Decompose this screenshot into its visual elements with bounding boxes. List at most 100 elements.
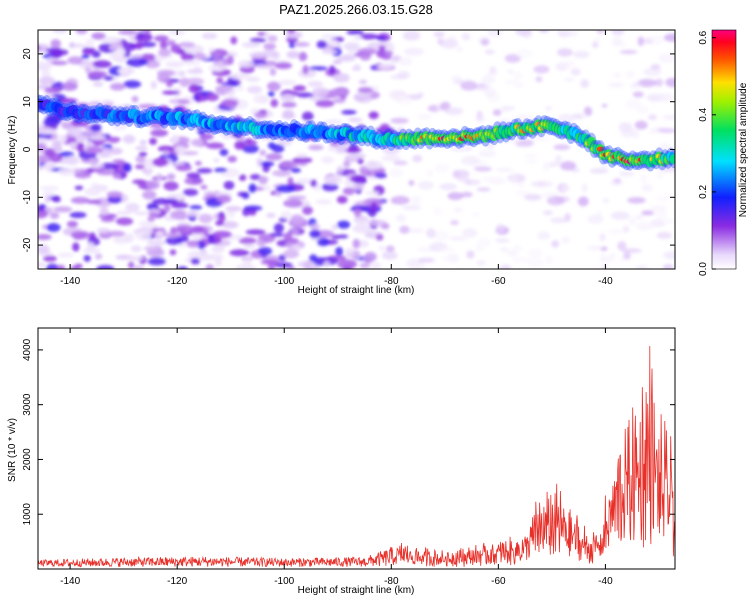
heatmap-cell [613, 72, 622, 78]
heatmap-cell [235, 263, 256, 269]
heatmap-cell [182, 188, 199, 196]
heatmap-cell [93, 60, 112, 68]
heatmap-cell [495, 223, 506, 233]
heatmap-cell [236, 74, 251, 80]
heatmap-cell [159, 40, 168, 50]
heatmap-cell [68, 142, 79, 148]
snr-y-ticks: 1000 2000 3000 4000 [22, 338, 675, 525]
heatmap-cell [275, 184, 296, 193]
heatmap-cell [321, 182, 339, 192]
heatmap-cell [262, 49, 277, 58]
colorbar-tick-label: 0.6 [698, 30, 709, 44]
heatmap-cell [69, 211, 87, 219]
heatmap-cell [621, 248, 642, 253]
heatmap-cell [58, 151, 75, 158]
heatmap-cell [142, 190, 157, 200]
heatmap-cell [481, 38, 489, 46]
heatmap-cell [254, 111, 268, 119]
heatmap-cell [474, 166, 492, 172]
heatmap-cell [524, 194, 542, 201]
heatmap-cell [267, 262, 276, 269]
heatmap-cell [247, 85, 263, 94]
heatmap-cell [122, 134, 136, 144]
heatmap-cell [535, 76, 543, 83]
heatmap-cell [262, 185, 271, 192]
heatmap-cell [447, 192, 464, 201]
heatmap-cell [163, 149, 170, 156]
heatmap-cell [90, 123, 102, 132]
heatmap-cell [267, 35, 278, 43]
heatmap-cell [368, 111, 379, 120]
heatmap-cell [56, 264, 66, 269]
heatmap-cell [190, 258, 201, 265]
heatmap-cell [655, 210, 668, 221]
heatmap-cell [397, 70, 411, 79]
heatmap-cell [290, 167, 301, 173]
heatmap-cell [274, 262, 293, 268]
heatmap-cell [361, 254, 376, 261]
heatmap-cell [516, 190, 531, 196]
heatmap-cell [241, 191, 250, 200]
heatmap-cell [460, 80, 478, 91]
heatmap-cell [40, 185, 60, 191]
heatmap-cell [335, 143, 347, 153]
heatmap-cell [370, 201, 378, 212]
heatmap-cell [184, 210, 201, 217]
heatmap-cell [364, 161, 384, 170]
heatmap-cell [108, 138, 120, 144]
heatmap-cell [507, 249, 519, 258]
heatmap-cell [324, 119, 343, 125]
heatmap-cell [92, 81, 104, 87]
heatmap-cell [516, 48, 534, 59]
heatmap-cell [254, 64, 274, 69]
heatmap-cell [242, 144, 259, 154]
heatmap-cell [129, 54, 144, 59]
heatmap-cell [238, 237, 257, 245]
heatmap-cell [643, 67, 662, 77]
colorbar-ticks: 0.0 0.2 0.4 0.6 [698, 29, 737, 276]
heatmap-cell [134, 164, 145, 170]
heatmap-cell [108, 147, 123, 155]
heatmap-cell [38, 209, 48, 219]
heatmap-cell [75, 133, 88, 143]
heatmap-cell [528, 248, 543, 259]
heatmap-cell [581, 183, 588, 193]
heatmap-cell [161, 90, 180, 95]
heatmap-cell [135, 231, 152, 241]
heatmap-cell [96, 265, 115, 269]
heatmap-cell [374, 172, 387, 179]
heatmap-cell [61, 82, 78, 91]
snr-line [38, 345, 675, 568]
heatmap-cell [253, 94, 268, 104]
heatmap-cell [76, 142, 85, 153]
heatmap-cell [109, 82, 126, 91]
heatmap-cell [150, 80, 157, 90]
heatmap-cell [538, 30, 550, 33]
heatmap-cell [138, 151, 148, 157]
heatmap-cell [348, 153, 367, 160]
heatmap-cell [462, 228, 478, 238]
heatmap-cell [441, 255, 454, 261]
heatmap-cell [175, 192, 185, 200]
heatmap-cell [290, 228, 300, 235]
heatmap-cell [115, 217, 134, 226]
heatmap-cell [165, 61, 184, 68]
heatmap-cell [157, 145, 174, 152]
heatmap-cell [641, 183, 653, 192]
heatmap-cell [260, 161, 275, 167]
x-tick-label: -120 [167, 576, 187, 587]
heatmap-cell [302, 65, 309, 75]
heatmap-cell [227, 54, 234, 65]
heatmap-cell [186, 69, 204, 74]
heatmap-cell [50, 60, 68, 66]
heatmap-cell [216, 194, 232, 204]
heatmap-cell [75, 102, 90, 109]
heatmap-cell [500, 105, 516, 111]
heatmap-cell [68, 43, 87, 48]
heatmap-cell [408, 180, 415, 186]
heatmap-cell [298, 51, 308, 62]
y-tick-label: 2000 [22, 448, 33, 471]
heatmap-cell [280, 210, 292, 219]
